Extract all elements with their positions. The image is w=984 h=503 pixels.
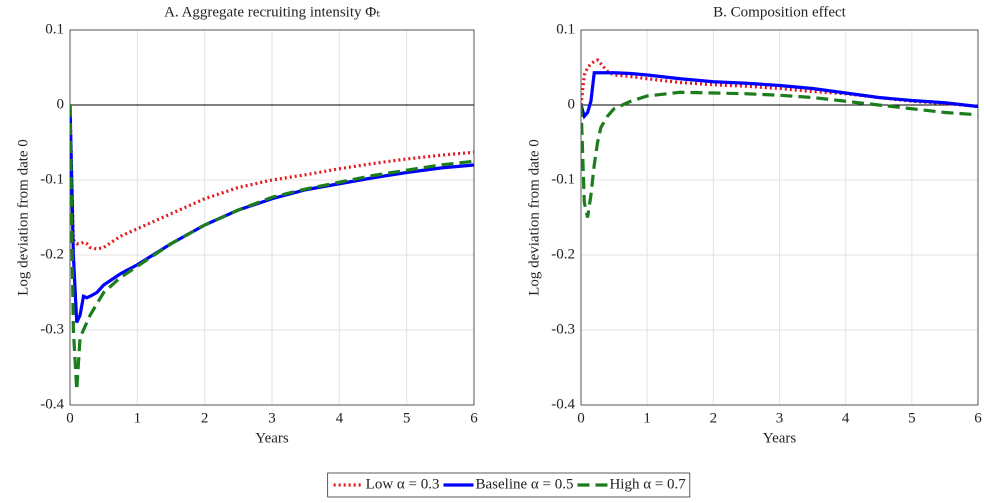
y-tick-label: -0.2	[551, 246, 575, 262]
x-axis-label: Years	[255, 430, 289, 446]
x-tick-label: 6	[974, 410, 982, 426]
line-series	[581, 58, 978, 109]
y-tick-label: 0	[57, 96, 65, 112]
y-tick-label: -0.3	[40, 321, 64, 337]
x-tick-label: 5	[908, 410, 916, 426]
x-tick-label: 6	[470, 410, 478, 426]
x-tick-label: 0	[577, 410, 585, 426]
x-tick-label: 0	[66, 410, 74, 426]
x-tick-label: 1	[643, 410, 651, 426]
y-tick-label: 0	[568, 96, 576, 112]
x-tick-label: 4	[842, 410, 850, 426]
x-tick-label: 3	[268, 410, 276, 426]
x-tick-label: 4	[336, 410, 344, 426]
legend-label: High α = 0.7	[609, 476, 686, 492]
x-tick-label: 5	[403, 410, 411, 426]
axes-box	[69, 29, 475, 406]
x-axis-label: Years	[763, 430, 797, 446]
y-tick-label: -0.1	[40, 171, 64, 187]
y-tick-label: 0.1	[556, 21, 575, 37]
legend-label: Baseline α = 0.5	[475, 476, 573, 492]
x-tick-label: 2	[710, 410, 718, 426]
line-series	[581, 71, 978, 120]
line-series	[581, 90, 978, 218]
y-tick-label: -0.1	[551, 171, 575, 187]
legend-label: Low α = 0.3	[366, 476, 440, 492]
legend: Low α = 0.3 Baseline α = 0.5 High α = 0.7	[327, 472, 691, 498]
x-tick-label: 1	[134, 410, 142, 426]
y-axis-label: Log deviation from date 0	[15, 139, 31, 296]
y-tick-label: 0.1	[45, 21, 64, 37]
y-tick-label: -0.4	[40, 396, 64, 412]
x-tick-label: 2	[201, 410, 209, 426]
chart-title: B. Composition effect	[713, 4, 846, 20]
x-tick-label: 3	[776, 410, 784, 426]
y-axis-label: Log deviation from date 0	[526, 139, 542, 296]
y-tick-label: -0.3	[551, 321, 575, 337]
axes-box	[580, 29, 979, 406]
y-tick-label: -0.4	[551, 396, 575, 412]
chart-title: A. Aggregate recruiting intensity Φₜ	[164, 4, 380, 20]
legend-box	[327, 472, 691, 498]
line-series	[70, 104, 474, 391]
y-tick-label: -0.2	[40, 246, 64, 262]
